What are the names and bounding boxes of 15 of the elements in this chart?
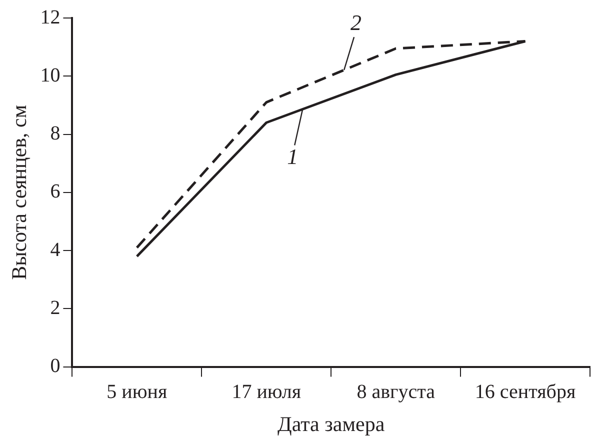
y-axis-title: Высота сеянцев, см	[7, 104, 32, 280]
x-tick-label: 8 августа	[356, 381, 436, 404]
y-tick-label: 10	[40, 64, 60, 86]
legend-label: 1	[287, 144, 298, 169]
y-tick-label: 12	[40, 6, 60, 28]
x-axis-title: Дата замера	[278, 412, 386, 436]
x-tick-label: 5 июня	[106, 381, 168, 404]
y-tick-label: 4	[50, 238, 60, 261]
x-tick-label: 16 сентября	[474, 381, 576, 404]
y-tick-label: 2	[50, 296, 60, 319]
x-tick-label: 17 июля	[232, 381, 302, 404]
series-label: 2	[350, 10, 362, 35]
y-tick-label: 0	[50, 355, 60, 378]
y-tick-label: 6	[50, 180, 60, 203]
y-tick-label: 8	[50, 122, 60, 145]
